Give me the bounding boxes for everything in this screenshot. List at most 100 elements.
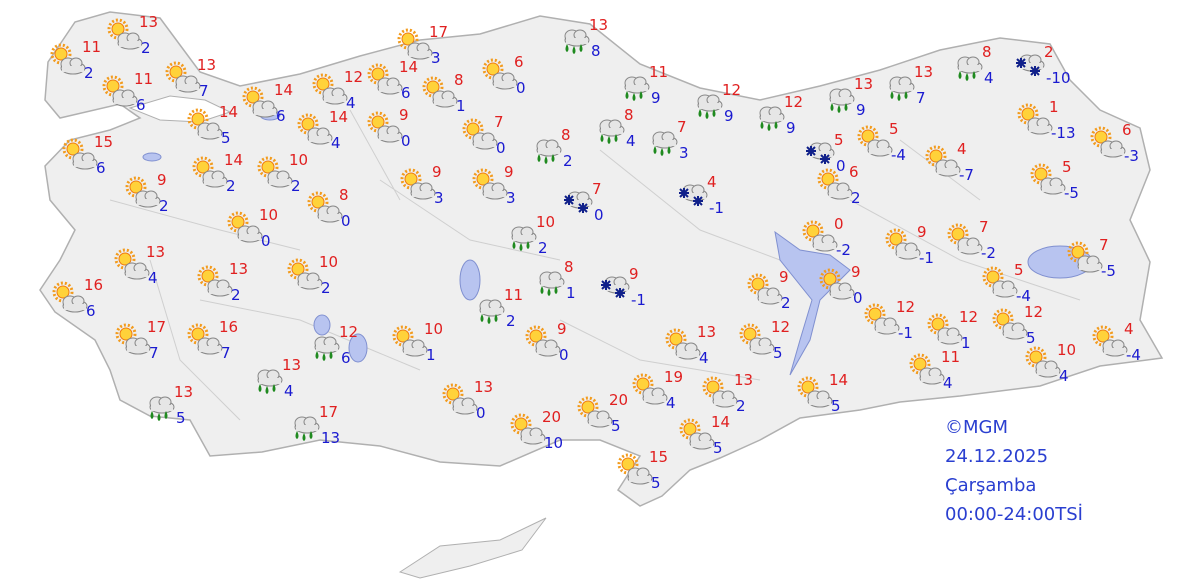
max-temp: 13 xyxy=(229,260,248,278)
station: 138 xyxy=(565,16,608,60)
station: 137 xyxy=(167,56,216,100)
min-temp: 2 xyxy=(84,64,94,82)
max-temp: 6 xyxy=(514,53,524,71)
max-temp: 12 xyxy=(344,68,363,86)
min-temp: 5 xyxy=(713,439,723,457)
min-temp: 0 xyxy=(516,79,526,97)
max-temp: 7 xyxy=(677,118,687,136)
max-temp: 13 xyxy=(697,323,716,341)
max-temp: 7 xyxy=(1099,236,1109,254)
max-temp: 16 xyxy=(219,318,238,336)
station: 4-7 xyxy=(927,140,974,184)
min-temp: 9 xyxy=(724,107,734,125)
min-temp: 4 xyxy=(984,69,994,87)
max-temp: 13 xyxy=(197,56,216,74)
min-temp: 6 xyxy=(86,302,96,320)
min-temp: 5 xyxy=(611,417,621,435)
min-temp: 1 xyxy=(426,346,436,364)
lake-uluabat xyxy=(142,152,162,162)
credit: ©MGM 24.12.2025 Çarşamba 00:00-24:00TSİ xyxy=(945,417,1083,525)
min-temp: 9 xyxy=(786,119,796,137)
station: 134 xyxy=(116,243,165,287)
max-temp: 19 xyxy=(664,368,683,386)
station: 2-10 xyxy=(1016,43,1071,87)
station: 134 xyxy=(667,323,716,367)
station: 166 xyxy=(54,276,103,320)
max-temp: 11 xyxy=(134,70,153,88)
max-temp: 12 xyxy=(339,323,358,341)
max-temp: 14 xyxy=(399,58,418,76)
max-temp: 15 xyxy=(94,133,113,151)
station: 145 xyxy=(681,413,730,457)
min-temp: -5 xyxy=(1101,262,1116,280)
min-temp: 10 xyxy=(544,434,563,452)
station: 82 xyxy=(537,126,573,170)
station: 81 xyxy=(540,258,576,302)
max-temp: 7 xyxy=(494,113,504,131)
min-temp: -10 xyxy=(1046,69,1071,87)
max-temp: 0 xyxy=(834,215,844,233)
lake-tuz xyxy=(459,259,481,301)
max-temp: 5 xyxy=(1062,158,1072,176)
min-temp: 4 xyxy=(346,94,356,112)
station: 92 xyxy=(749,268,791,312)
min-temp: 2 xyxy=(159,197,169,215)
station: 50 xyxy=(806,131,846,175)
min-temp: 3 xyxy=(431,49,441,67)
station: 4-1 xyxy=(679,173,724,217)
max-temp: 8 xyxy=(982,43,992,61)
min-temp: 6 xyxy=(341,349,351,367)
max-temp: 17 xyxy=(147,318,166,336)
max-temp: 13 xyxy=(282,356,301,374)
station: 102 xyxy=(512,213,555,257)
station: 1-13 xyxy=(1019,98,1076,142)
min-temp: -4 xyxy=(891,146,906,164)
min-temp: -2 xyxy=(836,241,851,259)
min-temp: 9 xyxy=(856,101,866,119)
min-temp: 1 xyxy=(456,97,466,115)
max-temp: 14 xyxy=(829,371,848,389)
min-temp: 2 xyxy=(781,294,791,312)
max-temp: 8 xyxy=(561,126,571,144)
min-temp: 3 xyxy=(679,144,689,162)
station: 102 xyxy=(289,253,338,297)
max-temp: 20 xyxy=(609,391,628,409)
min-temp: -1 xyxy=(709,199,724,217)
day: Çarşamba xyxy=(945,475,1036,496)
max-temp: 12 xyxy=(722,81,741,99)
max-temp: 9 xyxy=(504,163,514,181)
station: 12-1 xyxy=(866,298,915,342)
min-temp: 6 xyxy=(136,96,146,114)
min-temp: 7 xyxy=(916,89,926,107)
max-temp: 20 xyxy=(542,408,561,426)
max-temp: 11 xyxy=(82,38,101,56)
max-temp: 9 xyxy=(157,171,167,189)
station: 104 xyxy=(1027,341,1076,385)
station: 73 xyxy=(653,118,689,162)
station: 112 xyxy=(480,286,523,330)
station: 7-5 xyxy=(1069,236,1116,280)
station: 90 xyxy=(369,106,411,150)
max-temp: 5 xyxy=(834,131,844,149)
max-temp: 9 xyxy=(399,106,409,124)
station: 60 xyxy=(484,53,526,97)
station: 70 xyxy=(564,180,604,224)
max-temp: 9 xyxy=(557,320,567,338)
period: 00:00-24:00TSİ xyxy=(945,504,1083,525)
station: 5-5 xyxy=(1032,158,1079,202)
min-temp: 6 xyxy=(276,107,286,125)
station: 134 xyxy=(258,356,301,400)
max-temp: 2 xyxy=(1044,43,1054,61)
max-temp: 8 xyxy=(564,258,574,276)
max-temp: 13 xyxy=(474,378,493,396)
station: 116 xyxy=(104,70,153,114)
min-temp: -7 xyxy=(959,166,974,184)
max-temp: 14 xyxy=(711,413,730,431)
station: 0-2 xyxy=(804,215,851,259)
min-temp: 4 xyxy=(331,134,341,152)
max-temp: 17 xyxy=(429,23,448,41)
min-temp: 1 xyxy=(566,284,576,302)
